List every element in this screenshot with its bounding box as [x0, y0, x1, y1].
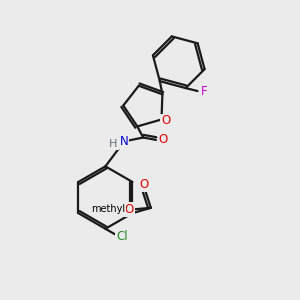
- Text: O: O: [158, 134, 168, 146]
- Text: O: O: [161, 115, 170, 128]
- Text: methyl: methyl: [91, 204, 125, 214]
- Text: O: O: [140, 178, 149, 191]
- Text: Cl: Cl: [116, 230, 128, 243]
- Text: H: H: [109, 140, 118, 149]
- Text: F: F: [201, 85, 207, 98]
- Text: N: N: [120, 136, 128, 148]
- Text: O: O: [125, 203, 134, 216]
